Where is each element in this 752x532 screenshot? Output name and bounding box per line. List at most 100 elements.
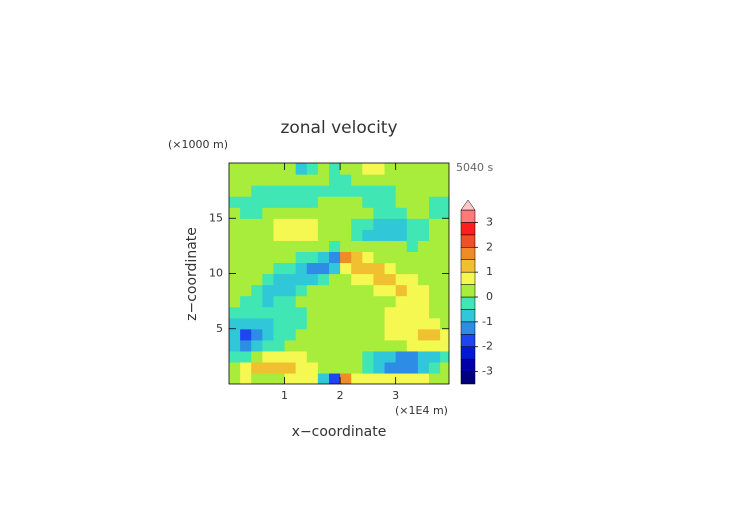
field-cell bbox=[340, 251, 352, 264]
colorbar-extend bbox=[460, 199, 476, 211]
field-cell bbox=[240, 372, 252, 384]
field-cell bbox=[306, 196, 319, 208]
field-cell bbox=[329, 339, 341, 352]
field-cell bbox=[273, 163, 286, 175]
field-cell bbox=[373, 240, 386, 252]
field-cell bbox=[429, 240, 441, 252]
field-cell bbox=[329, 251, 341, 264]
field-cell bbox=[240, 273, 252, 286]
field-cell bbox=[373, 174, 386, 186]
field-cell bbox=[240, 163, 252, 175]
field-cell bbox=[251, 262, 263, 275]
field-cell bbox=[329, 306, 341, 319]
field-cell bbox=[373, 207, 386, 219]
field-cell bbox=[384, 317, 397, 330]
field-cell bbox=[295, 174, 308, 186]
field-cell bbox=[262, 317, 275, 330]
field-cell bbox=[373, 218, 386, 230]
field-cell bbox=[395, 163, 408, 175]
field-cell bbox=[340, 328, 352, 341]
field-cell bbox=[251, 174, 263, 186]
field-cell bbox=[429, 196, 441, 208]
field-cell bbox=[440, 284, 449, 297]
field-cell bbox=[295, 163, 308, 175]
field-cell bbox=[295, 218, 308, 230]
field-cell bbox=[429, 328, 441, 341]
field-cell bbox=[251, 273, 263, 286]
field-cell bbox=[395, 218, 408, 230]
colorbar-cell bbox=[460, 259, 476, 273]
field-cell bbox=[262, 273, 275, 286]
field-cell bbox=[417, 174, 430, 186]
field-cell bbox=[284, 284, 297, 297]
field-cell bbox=[340, 240, 352, 252]
field-cell bbox=[251, 229, 263, 241]
field-cell bbox=[229, 262, 241, 275]
field-cell bbox=[317, 350, 330, 363]
field-cell bbox=[362, 163, 375, 175]
field-cell bbox=[251, 218, 263, 230]
field-cell bbox=[384, 328, 397, 341]
field-cell bbox=[262, 185, 275, 197]
field-cell bbox=[329, 163, 341, 175]
field-cell bbox=[340, 229, 352, 241]
colorbar-tick-label: 0 bbox=[486, 290, 493, 303]
field-cell bbox=[362, 350, 375, 363]
field-cell bbox=[317, 240, 330, 252]
field-cell bbox=[284, 306, 297, 319]
field-cell bbox=[429, 218, 441, 230]
field-cell bbox=[329, 262, 341, 275]
field-cell bbox=[384, 229, 397, 241]
colorbar-tick-label: 3 bbox=[486, 215, 493, 228]
field-cell bbox=[262, 229, 275, 241]
field-cell bbox=[417, 306, 430, 319]
field-cell bbox=[284, 350, 297, 363]
field-cell bbox=[417, 207, 430, 219]
field-cell bbox=[362, 240, 375, 252]
field-cell bbox=[384, 361, 397, 374]
field-cell bbox=[251, 339, 263, 352]
field-cell bbox=[351, 306, 363, 319]
field-cell bbox=[240, 350, 252, 363]
y-tick-label: 15 bbox=[209, 211, 223, 224]
field-cell bbox=[406, 240, 419, 252]
field-cell bbox=[317, 185, 330, 197]
field-cell bbox=[306, 251, 319, 264]
x-axis-label: x−coordinate bbox=[292, 424, 387, 440]
field-cell bbox=[340, 207, 352, 219]
field-cell bbox=[284, 372, 297, 384]
field-cell bbox=[295, 339, 308, 352]
field-cell bbox=[229, 328, 241, 341]
field-cell bbox=[417, 273, 430, 286]
field-cell bbox=[317, 218, 330, 230]
field-cell bbox=[229, 295, 241, 308]
field-cell bbox=[417, 196, 430, 208]
field-cell bbox=[384, 262, 397, 275]
field-cell bbox=[362, 372, 375, 384]
field-cell bbox=[440, 163, 449, 175]
field-cell bbox=[406, 185, 419, 197]
y-axis-label: z−coordinate bbox=[184, 227, 200, 321]
field-cell bbox=[440, 361, 449, 374]
field-cell bbox=[440, 350, 449, 363]
field-cell bbox=[362, 306, 375, 319]
field-cell bbox=[251, 350, 263, 363]
colorbar-cell bbox=[460, 371, 476, 385]
field-cell bbox=[440, 207, 449, 219]
field-cell bbox=[251, 196, 263, 208]
field-cell bbox=[406, 284, 419, 297]
field-cell bbox=[229, 218, 241, 230]
field-cell bbox=[295, 240, 308, 252]
field-cell bbox=[273, 372, 286, 384]
field-cell bbox=[351, 361, 363, 374]
field-cell bbox=[273, 196, 286, 208]
field-cell bbox=[273, 251, 286, 264]
field-cell bbox=[351, 339, 363, 352]
field-cell bbox=[384, 372, 397, 384]
field-cell bbox=[329, 361, 341, 374]
field-cell bbox=[240, 317, 252, 330]
field-cell bbox=[240, 262, 252, 275]
field-cell bbox=[406, 273, 419, 286]
field-cell bbox=[284, 339, 297, 352]
